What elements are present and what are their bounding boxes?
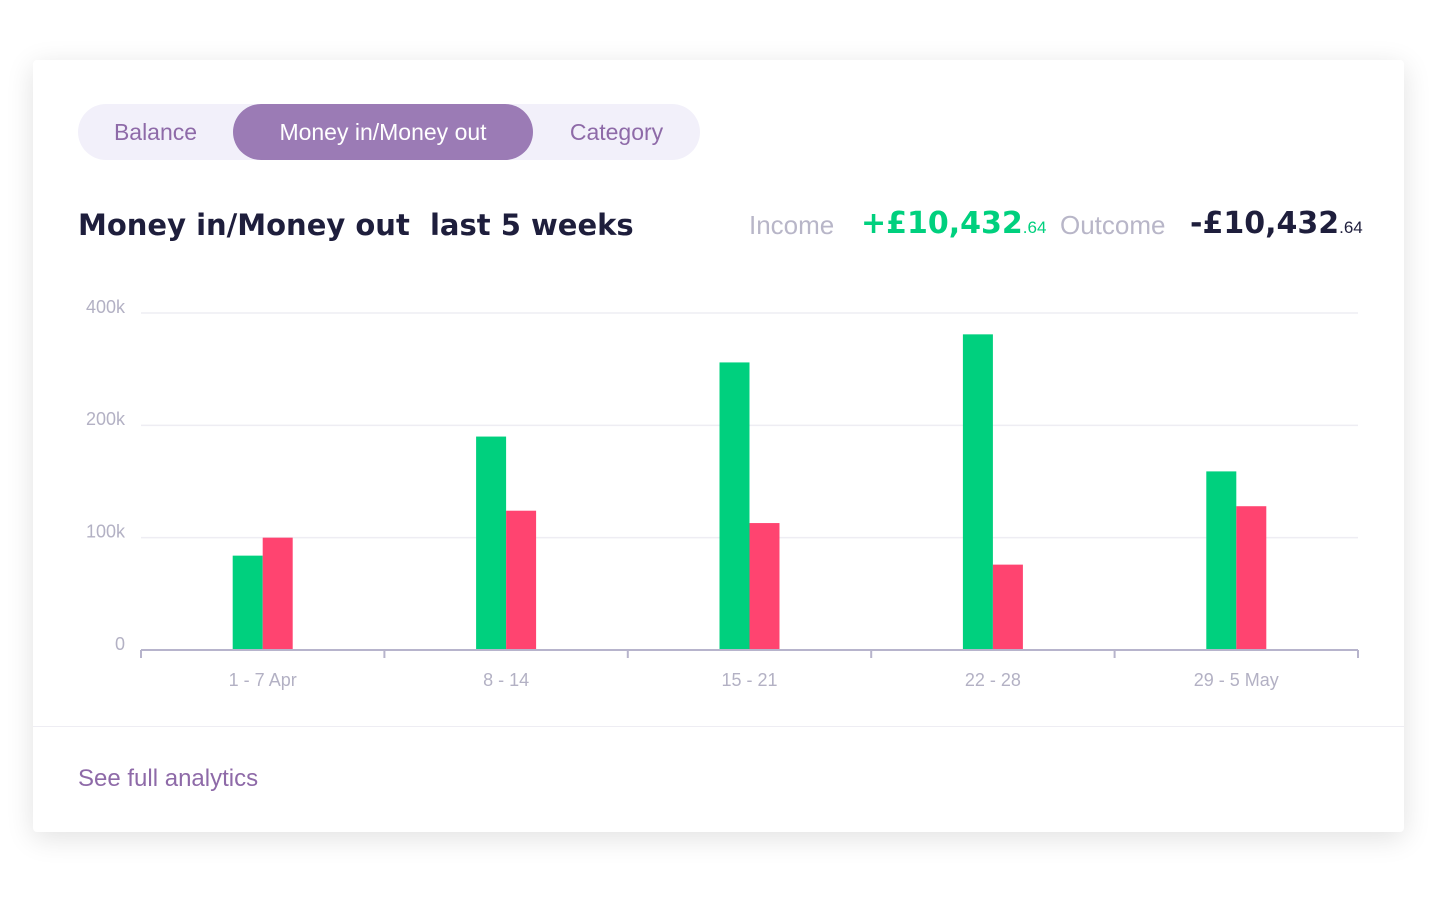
income-value: +£10,432 bbox=[861, 206, 1023, 241]
tab[interactable]: Balance bbox=[113, 119, 198, 145]
tab-bar: Balance Money in/Money out Category bbox=[78, 104, 700, 160]
chart-title: Money in/Money out last 5 weeks bbox=[78, 208, 634, 242]
outcome-label: Outcome bbox=[1060, 210, 1166, 240]
income-amount: +£10,432.64 bbox=[861, 206, 1046, 241]
x-tick-label: 22 - 28 bbox=[965, 670, 1021, 690]
bar bbox=[719, 362, 750, 650]
x-tick-label: 15 - 21 bbox=[721, 670, 777, 690]
y-tick-label: 200k bbox=[86, 409, 126, 429]
analytics-link[interactable]: See full analytics bbox=[78, 765, 259, 792]
x-tick-label: 29 - 5 May bbox=[1194, 670, 1279, 690]
outcome-value: -£10,432 bbox=[1190, 206, 1340, 241]
bar bbox=[262, 537, 293, 650]
bar bbox=[749, 523, 780, 650]
bar bbox=[992, 564, 1023, 650]
outcome-cents: .64 bbox=[1339, 218, 1363, 237]
x-tick-label: 1 - 7 Apr bbox=[229, 670, 297, 690]
income-cents: .64 bbox=[1022, 218, 1047, 237]
y-tick-label: 100k bbox=[86, 521, 126, 541]
tab-active[interactable]: Money in/Money out bbox=[233, 104, 533, 160]
bar bbox=[962, 334, 993, 650]
outcome-amount: -£10,432.64 bbox=[1190, 206, 1363, 241]
y-tick-label: 400k bbox=[86, 297, 126, 317]
bar bbox=[232, 555, 263, 650]
bar bbox=[476, 436, 507, 650]
bar bbox=[1236, 506, 1267, 650]
income-label: Income bbox=[749, 210, 835, 240]
x-tick-label: 8 - 14 bbox=[483, 670, 529, 690]
card: Balance Money in/Money out Category Mone… bbox=[33, 60, 1404, 832]
divider bbox=[33, 726, 1404, 727]
bar bbox=[506, 510, 537, 650]
y-tick-label: 0 bbox=[115, 634, 125, 654]
tab[interactable]: Category bbox=[569, 119, 664, 145]
bar bbox=[1206, 471, 1237, 650]
